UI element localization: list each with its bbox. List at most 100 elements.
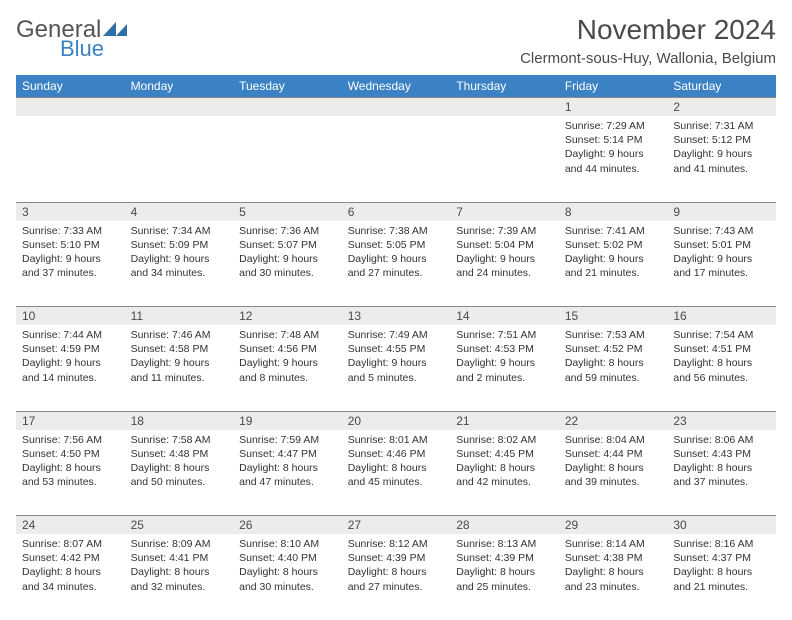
day-cell: Sunrise: 7:36 AMSunset: 5:07 PMDaylight:… [233,221,342,307]
sunrise-text: Sunrise: 8:10 AM [239,537,336,551]
calendar-table: SundayMondayTuesdayWednesdayThursdayFrid… [16,75,776,620]
daylight-text: Daylight: 9 hours and 5 minutes. [348,356,445,384]
sunrise-text: Sunrise: 8:04 AM [565,433,662,447]
day-content-row: Sunrise: 7:56 AMSunset: 4:50 PMDaylight:… [16,430,776,516]
sunset-text: Sunset: 4:46 PM [348,447,445,461]
daylight-text: Daylight: 9 hours and 2 minutes. [456,356,553,384]
sunset-text: Sunset: 4:47 PM [239,447,336,461]
day-number-cell: 23 [667,411,776,430]
daylight-text: Daylight: 8 hours and 25 minutes. [456,565,553,593]
sunrise-text: Sunrise: 7:51 AM [456,328,553,342]
weekday-header: Thursday [450,75,559,98]
weekday-header: Saturday [667,75,776,98]
day-cell: Sunrise: 7:33 AMSunset: 5:10 PMDaylight:… [16,221,125,307]
weekday-header: Wednesday [342,75,451,98]
sunset-text: Sunset: 4:43 PM [673,447,770,461]
day-number-cell: 29 [559,516,668,535]
sunrise-text: Sunrise: 8:09 AM [131,537,228,551]
day-number-cell: 20 [342,411,451,430]
day-cell: Sunrise: 8:10 AMSunset: 4:40 PMDaylight:… [233,534,342,620]
daylight-text: Daylight: 8 hours and 21 minutes. [673,565,770,593]
day-details: Sunrise: 7:59 AMSunset: 4:47 PMDaylight:… [233,430,342,493]
day-cell: Sunrise: 8:07 AMSunset: 4:42 PMDaylight:… [16,534,125,620]
day-details: Sunrise: 7:48 AMSunset: 4:56 PMDaylight:… [233,325,342,388]
day-cell: Sunrise: 7:29 AMSunset: 5:14 PMDaylight:… [559,116,668,202]
day-number-cell: 26 [233,516,342,535]
sunrise-text: Sunrise: 7:53 AM [565,328,662,342]
sunrise-text: Sunrise: 8:06 AM [673,433,770,447]
sunset-text: Sunset: 4:48 PM [131,447,228,461]
sunset-text: Sunset: 4:55 PM [348,342,445,356]
day-number-cell: 28 [450,516,559,535]
sunset-text: Sunset: 4:41 PM [131,551,228,565]
daylight-text: Daylight: 8 hours and 34 minutes. [22,565,119,593]
day-cell [233,116,342,202]
day-cell: Sunrise: 8:06 AMSunset: 4:43 PMDaylight:… [667,430,776,516]
day-number-cell: 13 [342,307,451,326]
daylight-text: Daylight: 8 hours and 42 minutes. [456,461,553,489]
day-details: Sunrise: 8:13 AMSunset: 4:39 PMDaylight:… [450,534,559,597]
sunrise-text: Sunrise: 7:39 AM [456,224,553,238]
header: General Blue November 2024 Clermont-sous… [16,14,776,67]
sunset-text: Sunset: 4:45 PM [456,447,553,461]
day-number-row: 12 [16,98,776,117]
day-details: Sunrise: 7:31 AMSunset: 5:12 PMDaylight:… [667,116,776,179]
sunrise-text: Sunrise: 8:12 AM [348,537,445,551]
daylight-text: Daylight: 8 hours and 56 minutes. [673,356,770,384]
logo: General Blue [16,14,129,60]
daylight-text: Daylight: 8 hours and 30 minutes. [239,565,336,593]
day-cell: Sunrise: 7:51 AMSunset: 4:53 PMDaylight:… [450,325,559,411]
daylight-text: Daylight: 9 hours and 17 minutes. [673,252,770,280]
sunrise-text: Sunrise: 7:29 AM [565,119,662,133]
day-number-cell: 17 [16,411,125,430]
sunset-text: Sunset: 5:01 PM [673,238,770,252]
sunset-text: Sunset: 5:14 PM [565,133,662,147]
day-cell: Sunrise: 8:14 AMSunset: 4:38 PMDaylight:… [559,534,668,620]
sunrise-text: Sunrise: 7:54 AM [673,328,770,342]
day-number-row: 17181920212223 [16,411,776,430]
day-details: Sunrise: 7:36 AMSunset: 5:07 PMDaylight:… [233,221,342,284]
title-block: November 2024 Clermont-sous-Huy, Walloni… [520,14,776,67]
day-details: Sunrise: 7:34 AMSunset: 5:09 PMDaylight:… [125,221,234,284]
day-cell: Sunrise: 7:44 AMSunset: 4:59 PMDaylight:… [16,325,125,411]
day-cell: Sunrise: 8:01 AMSunset: 4:46 PMDaylight:… [342,430,451,516]
day-number-row: 10111213141516 [16,307,776,326]
sunset-text: Sunset: 5:04 PM [456,238,553,252]
day-number-cell: 19 [233,411,342,430]
sunrise-text: Sunrise: 7:33 AM [22,224,119,238]
day-number-cell: 21 [450,411,559,430]
location-text: Clermont-sous-Huy, Wallonia, Belgium [520,50,776,67]
day-cell: Sunrise: 7:39 AMSunset: 5:04 PMDaylight:… [450,221,559,307]
day-number-cell: 11 [125,307,234,326]
daylight-text: Daylight: 8 hours and 27 minutes. [348,565,445,593]
sunrise-text: Sunrise: 7:34 AM [131,224,228,238]
day-number-cell: 25 [125,516,234,535]
day-cell [16,116,125,202]
daylight-text: Daylight: 9 hours and 37 minutes. [22,252,119,280]
day-cell: Sunrise: 7:38 AMSunset: 5:05 PMDaylight:… [342,221,451,307]
sunset-text: Sunset: 5:10 PM [22,238,119,252]
day-cell: Sunrise: 7:43 AMSunset: 5:01 PMDaylight:… [667,221,776,307]
daylight-text: Daylight: 8 hours and 39 minutes. [565,461,662,489]
day-content-row: Sunrise: 8:07 AMSunset: 4:42 PMDaylight:… [16,534,776,620]
sunrise-text: Sunrise: 8:02 AM [456,433,553,447]
day-number-cell: 12 [233,307,342,326]
day-details: Sunrise: 7:56 AMSunset: 4:50 PMDaylight:… [16,430,125,493]
day-number-cell [342,98,451,117]
sunrise-text: Sunrise: 7:31 AM [673,119,770,133]
sunset-text: Sunset: 5:02 PM [565,238,662,252]
sunset-text: Sunset: 4:40 PM [239,551,336,565]
day-number-cell: 9 [667,202,776,221]
sunrise-text: Sunrise: 7:41 AM [565,224,662,238]
sunset-text: Sunset: 5:12 PM [673,133,770,147]
day-content-row: Sunrise: 7:44 AMSunset: 4:59 PMDaylight:… [16,325,776,411]
day-details: Sunrise: 8:06 AMSunset: 4:43 PMDaylight:… [667,430,776,493]
daylight-text: Daylight: 8 hours and 32 minutes. [131,565,228,593]
day-number-cell: 5 [233,202,342,221]
day-cell: Sunrise: 8:04 AMSunset: 4:44 PMDaylight:… [559,430,668,516]
day-details: Sunrise: 8:09 AMSunset: 4:41 PMDaylight:… [125,534,234,597]
day-details: Sunrise: 7:29 AMSunset: 5:14 PMDaylight:… [559,116,668,179]
day-number-cell: 7 [450,202,559,221]
day-details: Sunrise: 8:10 AMSunset: 4:40 PMDaylight:… [233,534,342,597]
day-number-cell: 3 [16,202,125,221]
